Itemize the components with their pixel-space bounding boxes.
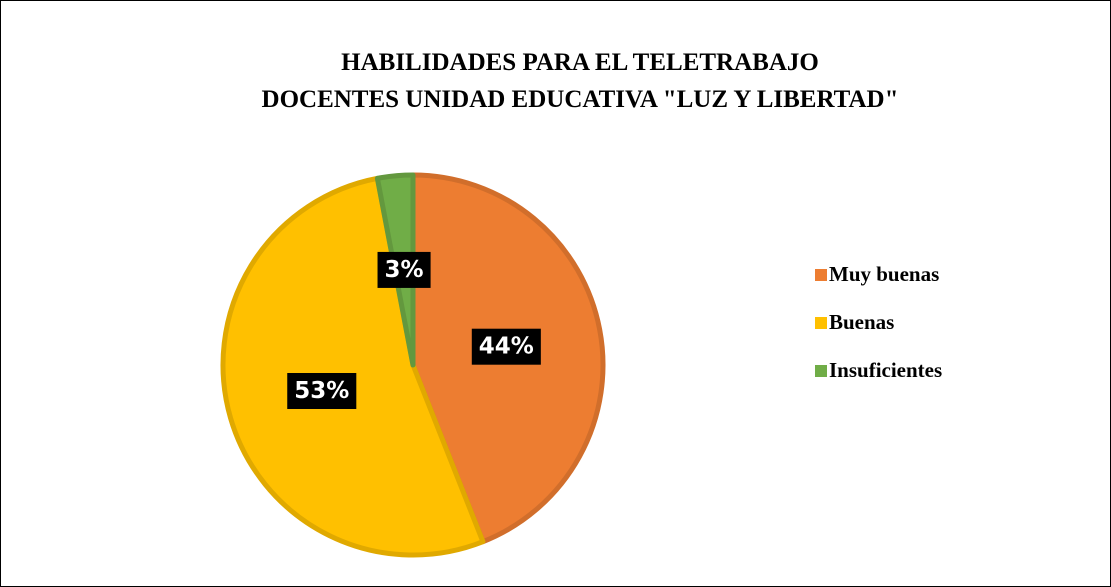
legend-swatch [815, 317, 827, 329]
legend-swatch [815, 365, 827, 377]
legend-label: Insuficientes [829, 358, 942, 382]
chart-title: DOCENTES UNIDAD EDUCATIVA "LUZ Y LIBERTA… [262, 86, 899, 113]
data-label: 53% [294, 378, 349, 404]
data-label: 3% [385, 257, 424, 283]
legend-label: Muy buenas [829, 262, 939, 286]
data-label-box [287, 373, 357, 410]
data-label-box [377, 251, 431, 288]
chart-title: HABILIDADES PARA EL TELETRABAJO [341, 49, 819, 76]
data-label-box [471, 328, 541, 365]
legend-label: Buenas [829, 310, 894, 334]
pie-slice [220, 175, 486, 558]
legend-swatch [815, 269, 827, 281]
data-label: 44% [479, 334, 534, 360]
